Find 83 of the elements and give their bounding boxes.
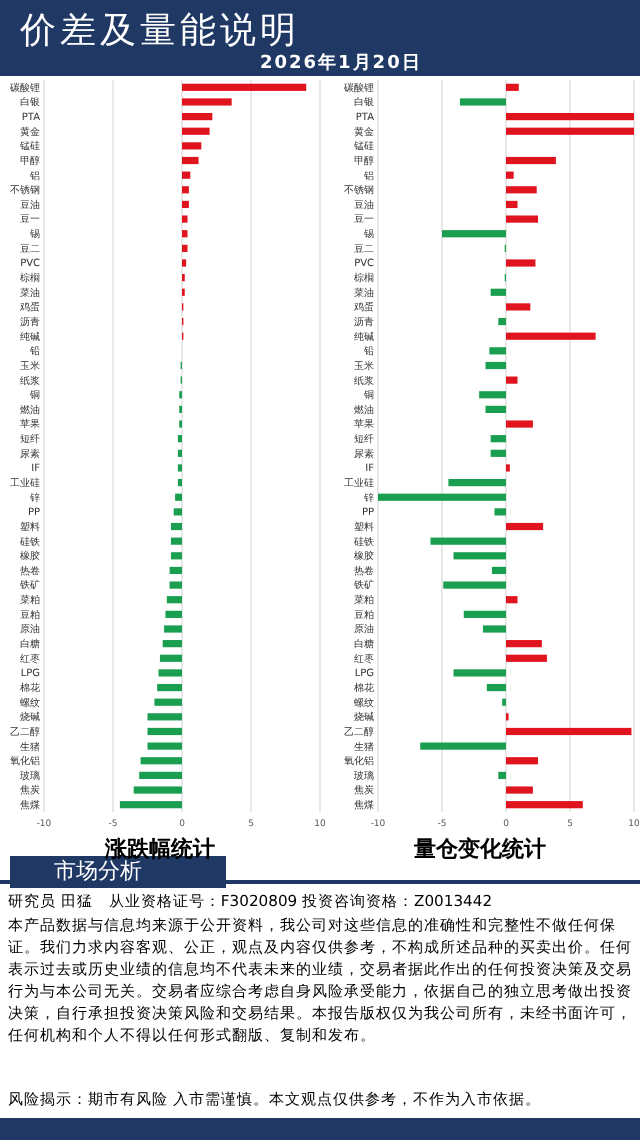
bar xyxy=(170,537,182,545)
bar xyxy=(442,230,506,238)
bar xyxy=(147,742,182,750)
text: 量仓变化统计 xyxy=(412,836,546,862)
bar xyxy=(490,288,506,296)
bar xyxy=(482,625,506,633)
annotation: 市场分析 xyxy=(10,856,226,888)
bar xyxy=(430,537,506,545)
bar xyxy=(164,625,182,633)
bar xyxy=(119,801,182,809)
bar xyxy=(498,771,506,779)
bar xyxy=(506,200,518,209)
bar xyxy=(182,142,202,150)
bar xyxy=(506,171,514,179)
bar xyxy=(506,596,518,604)
bar xyxy=(486,683,506,692)
bar xyxy=(133,786,182,794)
bar xyxy=(498,317,506,326)
bar xyxy=(139,771,182,779)
bar xyxy=(506,420,533,428)
bar xyxy=(506,259,536,267)
bar xyxy=(170,522,182,531)
bar xyxy=(175,493,182,501)
annotation: 价差及量能说明 xyxy=(20,8,300,54)
bar xyxy=(506,215,538,223)
bar xyxy=(182,171,191,179)
bar xyxy=(506,332,596,340)
bar xyxy=(459,98,506,106)
bar xyxy=(506,83,519,91)
bar xyxy=(453,669,506,677)
bar xyxy=(165,610,182,618)
bar xyxy=(506,127,634,135)
bar xyxy=(463,610,506,618)
bar xyxy=(420,742,506,750)
bar xyxy=(490,449,506,457)
bar xyxy=(506,757,538,765)
bar xyxy=(182,215,188,223)
bar xyxy=(489,347,506,355)
annotation: 2026年1月20日 xyxy=(260,51,422,76)
bar xyxy=(182,127,210,135)
bar xyxy=(506,786,533,794)
bar xyxy=(169,581,182,589)
bar xyxy=(147,713,182,721)
bar xyxy=(170,552,182,560)
bar xyxy=(506,303,531,311)
bar xyxy=(506,640,542,648)
bar xyxy=(154,698,182,706)
bar xyxy=(494,508,506,516)
bar xyxy=(506,376,518,384)
bar xyxy=(182,98,232,106)
bar xyxy=(182,200,189,209)
bar xyxy=(506,727,632,736)
bar xyxy=(182,113,213,121)
bar xyxy=(506,186,537,194)
bar xyxy=(182,230,188,238)
bar xyxy=(158,669,182,677)
bar xyxy=(506,801,583,809)
bar xyxy=(182,186,189,194)
bar xyxy=(453,552,506,560)
bar xyxy=(506,113,634,121)
bar xyxy=(169,566,182,575)
bar xyxy=(173,508,182,516)
bar xyxy=(443,581,506,589)
bar xyxy=(506,522,544,531)
bar xyxy=(479,391,506,399)
bar xyxy=(485,361,506,370)
bar xyxy=(157,683,182,692)
bar xyxy=(182,83,307,91)
bar xyxy=(166,596,182,604)
bar xyxy=(506,654,547,662)
bar xyxy=(182,156,199,165)
bar xyxy=(162,640,182,648)
bar xyxy=(159,654,182,662)
bar xyxy=(506,156,556,165)
bar xyxy=(490,435,506,443)
bar xyxy=(485,405,506,413)
text: 涨跌幅统计 xyxy=(103,836,215,862)
bar xyxy=(378,493,506,501)
bar xyxy=(147,727,182,736)
bar xyxy=(491,566,506,575)
bar xyxy=(448,479,506,487)
bar xyxy=(182,244,188,252)
bar xyxy=(140,757,182,765)
